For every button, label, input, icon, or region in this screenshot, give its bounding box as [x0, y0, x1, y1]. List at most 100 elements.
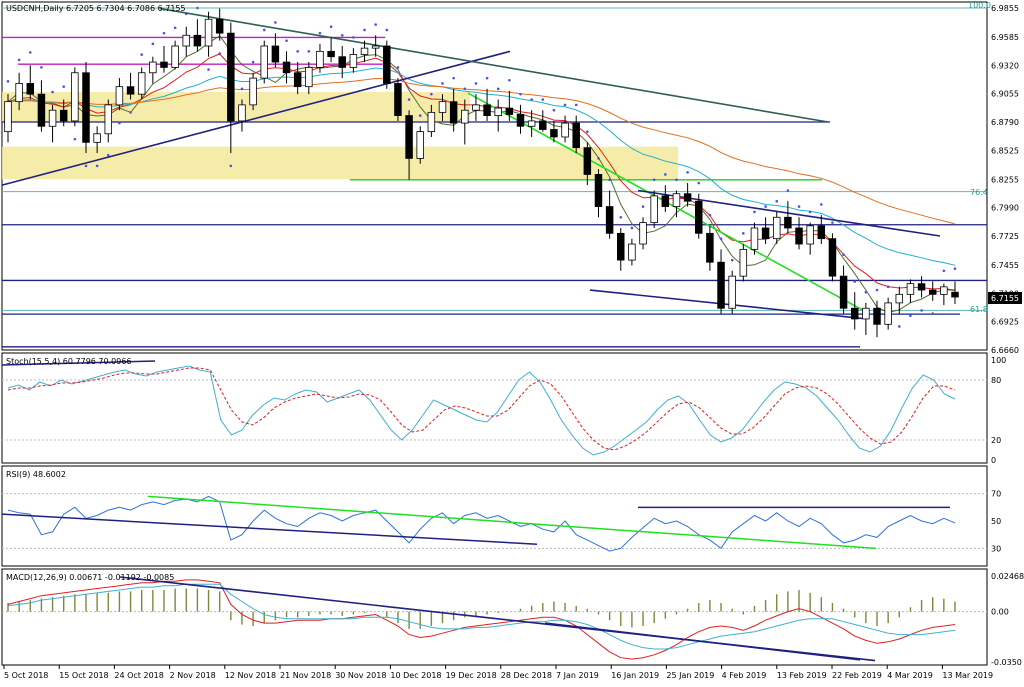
sar-dot	[574, 103, 578, 107]
sar-dot	[296, 50, 299, 53]
stoch-main-line	[7, 365, 956, 456]
sar-dot	[196, 6, 199, 10]
sar-dot	[697, 181, 701, 185]
sar-dot	[474, 82, 478, 85]
candle	[4, 94, 12, 143]
x-tick-label: 25 Jan 2019	[666, 671, 714, 680]
yellow-zone	[2, 146, 678, 180]
fib-label-76: 76.4	[970, 188, 988, 197]
x-tick-label: 5 Oct 2018	[4, 671, 48, 680]
candle	[461, 99, 469, 145]
sar-dot	[485, 76, 489, 80]
price-tick-label: 6.8255	[991, 175, 1019, 184]
price-tick-label: 6.8525	[991, 146, 1019, 155]
candle	[71, 67, 79, 127]
macd-trend-line	[544, 622, 861, 661]
rsi-tick-label: 50	[991, 517, 1001, 526]
rsi-trend-line	[147, 495, 877, 550]
candle	[695, 193, 703, 239]
sar-dot	[775, 199, 779, 203]
rsi-line	[7, 495, 956, 552]
sar-dot	[17, 58, 21, 62]
x-tick-label: 16 Jan 2019	[611, 671, 659, 680]
sar-dot	[51, 90, 54, 94]
candle	[895, 286, 904, 314]
candle	[940, 283, 948, 306]
x-tick-label: 13 Mar 2019	[942, 671, 993, 680]
sar-dot	[207, 68, 210, 71]
candle	[215, 8, 224, 41]
sar-dot	[953, 267, 957, 270]
candle	[438, 94, 447, 121]
candle	[249, 72, 257, 111]
sar-dot	[630, 226, 634, 230]
rsi-tick-label: 70	[991, 490, 1001, 499]
candle	[137, 67, 146, 100]
rsi-panel-frame	[1, 465, 988, 567]
sar-dot	[742, 232, 745, 235]
candle	[427, 104, 436, 137]
candle	[193, 19, 202, 52]
sar-dot	[118, 121, 121, 125]
candle	[928, 281, 937, 301]
x-tick-label: 2 Nov 2018	[170, 671, 216, 680]
sar-dot	[797, 205, 801, 208]
candle	[338, 46, 346, 79]
last-price-badge	[988, 292, 1022, 304]
sar-dot	[106, 153, 110, 157]
sar-dot	[463, 87, 467, 91]
candle	[59, 99, 68, 127]
sar-dot	[62, 85, 66, 88]
macd-panel	[2, 576, 987, 662]
trend-line	[159, 7, 829, 123]
candle	[316, 43, 324, 73]
candle	[26, 65, 35, 100]
trend-line	[589, 289, 863, 320]
stoch-tick-label: 100	[991, 356, 1006, 365]
sar-dot	[552, 108, 556, 112]
sar-dot	[586, 130, 589, 133]
stoch-signal-line	[7, 367, 956, 451]
x-tick-label: 15 Oct 2018	[59, 671, 108, 680]
sar-dot	[886, 285, 890, 289]
candle	[15, 72, 23, 111]
sar-dot	[229, 164, 233, 168]
candle	[383, 40, 391, 89]
sar-dot	[129, 111, 132, 114]
candle	[873, 300, 881, 338]
sar-dot	[28, 51, 32, 54]
x-tick-label: 4 Mar 2019	[887, 671, 933, 680]
yellow-zone	[2, 92, 470, 122]
candle	[449, 88, 458, 132]
sar-dot	[530, 98, 533, 101]
stoch-panel-frame	[1, 352, 988, 464]
candle	[126, 72, 135, 100]
candle	[260, 40, 268, 84]
trend-line	[1, 50, 511, 186]
axes: 6.9855 6.9585 6.9320 6.9055 6.8790 6.8525 6.82…	[3, 4, 1024, 680]
candle	[371, 35, 380, 57]
x-tick-label: 7 Jan 2019	[556, 671, 599, 680]
price-tick-label: 6.7725	[991, 232, 1019, 241]
rsi-panel	[1, 493, 987, 552]
candle	[594, 169, 603, 218]
moving-average-line	[7, 77, 956, 225]
sar-dot	[418, 114, 422, 117]
candle	[104, 99, 113, 143]
x-tick-label: 21 Nov 2018	[280, 671, 331, 680]
sar-dot	[686, 171, 689, 174]
sar-dot	[719, 237, 723, 240]
sar-dot	[920, 309, 923, 312]
candle	[951, 281, 959, 304]
sar-dot	[396, 66, 400, 69]
price-tick-label: 6.9320	[991, 61, 1019, 70]
sar-dot	[407, 98, 411, 101]
sar-dot	[931, 312, 935, 315]
sar-dot	[563, 103, 567, 107]
sar-dot	[730, 258, 734, 262]
candle	[416, 126, 424, 164]
sar-dot	[897, 325, 901, 328]
candle	[572, 115, 580, 154]
candle	[650, 190, 658, 228]
